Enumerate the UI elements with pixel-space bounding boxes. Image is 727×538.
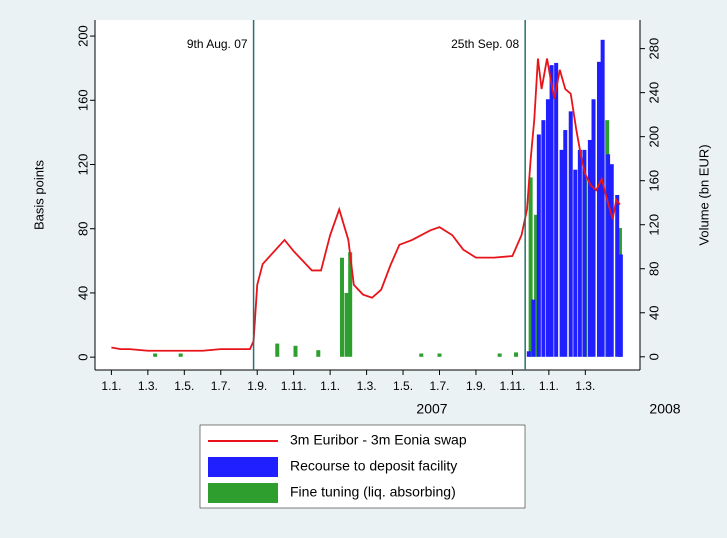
x-tick-label: 1.3.	[575, 379, 595, 393]
bar	[344, 292, 349, 357]
legend-label: Fine tuning (liq. absorbing)	[290, 484, 456, 500]
legend-swatch	[208, 457, 278, 477]
bar	[545, 99, 550, 357]
bar	[549, 65, 554, 357]
x-tick-label: 1.1.	[101, 379, 121, 393]
x-tick-label: 1.1.	[539, 379, 559, 393]
bar	[339, 257, 344, 357]
y2-axis-label: Volume (bn EUR)	[696, 144, 711, 245]
event-label: 9th Aug. 07	[187, 37, 248, 51]
x-tick-label: 1.11.	[500, 379, 526, 393]
y2-tick-label: 280	[646, 38, 661, 60]
bar	[293, 345, 298, 357]
bar	[536, 134, 541, 357]
legend-label: Recourse to deposit facility	[290, 458, 457, 474]
plot-area	[95, 20, 640, 370]
bar	[531, 299, 536, 357]
bar	[618, 254, 623, 357]
event-label: 25th Sep. 08	[451, 37, 519, 51]
bar	[348, 252, 353, 357]
y-tick-label: 200	[75, 25, 90, 47]
bar	[275, 343, 280, 357]
x-tick-label: 1.3.	[357, 379, 377, 393]
bar	[587, 139, 592, 357]
x-tick-label: 1.1.	[320, 379, 340, 393]
x-tick-label: 1.5.	[174, 379, 194, 393]
bar	[573, 169, 578, 357]
x-tick-label: 1.5.	[393, 379, 413, 393]
bar	[568, 111, 573, 357]
year-label: 2008	[649, 401, 680, 417]
x-tick-label: 1.11.	[281, 379, 307, 393]
y2-tick-label: 0	[646, 353, 661, 360]
y-tick-label: 80	[75, 221, 90, 235]
bar	[514, 352, 519, 357]
bar	[582, 149, 587, 357]
x-tick-label: 1.3.	[138, 379, 158, 393]
bar	[497, 353, 502, 357]
bar	[577, 149, 582, 357]
year-label: 2007	[416, 401, 447, 417]
y2-tick-label: 80	[646, 262, 661, 276]
y2-tick-label: 160	[646, 170, 661, 192]
y2-tick-label: 240	[646, 82, 661, 104]
bar	[528, 177, 533, 357]
y2-tick-label: 200	[646, 126, 661, 148]
bar	[596, 61, 601, 357]
bar	[534, 214, 539, 357]
legend-swatch	[208, 483, 278, 503]
bar	[563, 130, 568, 357]
x-tick-label: 1.7.	[429, 379, 449, 393]
legend-label: 3m Euribor - 3m Eonia swap	[290, 432, 467, 448]
line	[111, 58, 621, 352]
bar	[559, 149, 564, 357]
y-tick-label: 0	[75, 354, 90, 361]
bar	[615, 195, 620, 357]
bar	[526, 351, 531, 357]
y-tick-label: 120	[75, 154, 90, 176]
x-tick-label: 1.9.	[247, 379, 267, 393]
bar	[437, 353, 442, 357]
x-tick-label: 1.7.	[211, 379, 231, 393]
y2-tick-label: 120	[646, 214, 661, 236]
x-tick-label: 1.9.	[466, 379, 486, 393]
bar	[419, 353, 424, 357]
bar	[600, 39, 605, 357]
y2-tick-label: 40	[646, 306, 661, 320]
y-tick-label: 40	[75, 286, 90, 300]
bar	[554, 62, 559, 357]
bar	[609, 164, 614, 357]
y-axis-label: Basis points	[31, 159, 46, 230]
bar	[153, 353, 158, 357]
bar	[541, 120, 546, 357]
y-tick-label: 160	[75, 89, 90, 111]
bar	[591, 99, 596, 357]
bar	[178, 353, 183, 357]
bar	[316, 350, 321, 357]
bar	[606, 154, 611, 357]
